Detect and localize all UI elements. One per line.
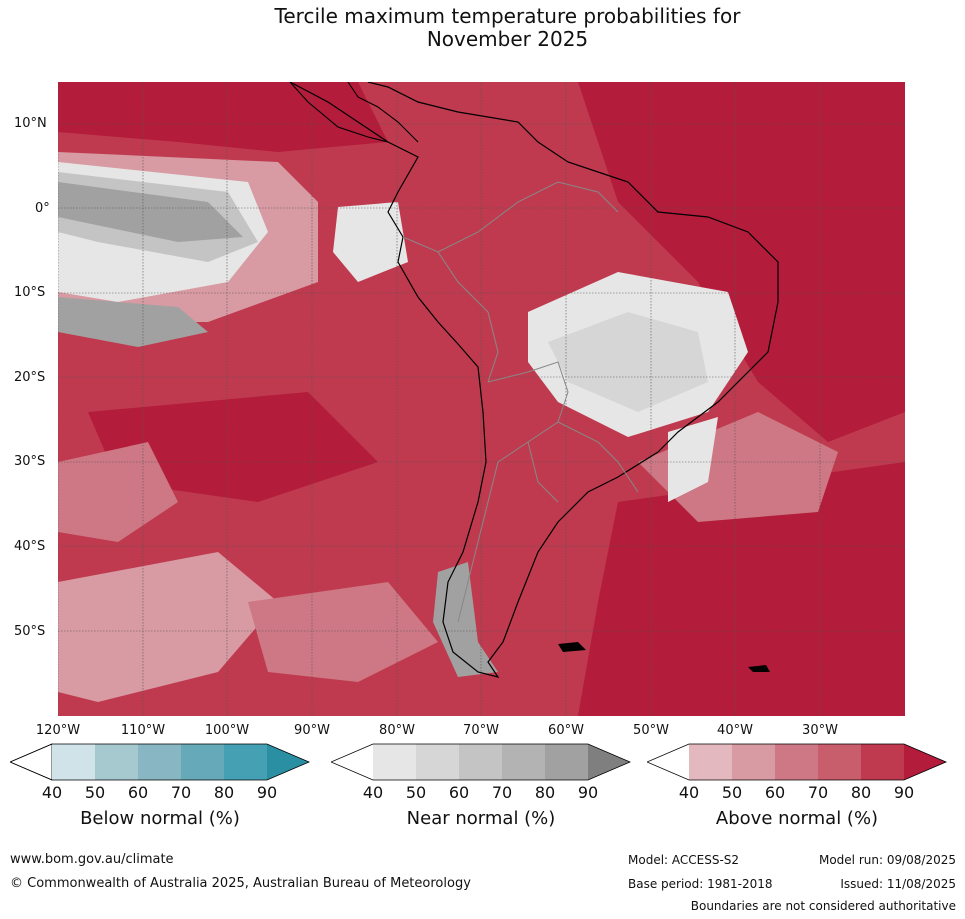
cbar-above-high-arrow: [904, 744, 946, 780]
map-svg: [58, 82, 905, 716]
lon-label-50w: 50°W: [633, 723, 669, 738]
cbar-below-tick-70: 70: [170, 783, 192, 802]
falkland-islands: [558, 642, 586, 652]
cbar-above-tick-80: 80: [850, 783, 872, 802]
cbar-below-outline: [10, 743, 310, 781]
lon-label-30w: 30°W: [802, 723, 838, 738]
lat-label-0: 0°: [35, 201, 50, 216]
cbar-below-tick-80: 80: [213, 783, 235, 802]
issued-date: Issued: 11/08/2025: [840, 877, 956, 891]
cbar-near-seg-1: [416, 744, 459, 780]
probability-map: [58, 82, 905, 716]
map-title: Tercile maximum temperature probabilitie…: [0, 5, 965, 51]
cbar-above-seg-3: [818, 744, 861, 780]
base-period: Base period: 1981-2018: [628, 877, 773, 891]
colorbar-below-normal: [10, 743, 310, 781]
boundaries-disclaimer: Boundaries are not considered authoritat…: [690, 899, 956, 913]
cbar-above-seg-2: [775, 744, 818, 780]
cbar-near-title: Near normal (%): [406, 808, 556, 829]
lon-label-60w: 60°W: [548, 723, 584, 738]
region-above-90-north-atlantic: [578, 82, 905, 442]
cbar-above-tick-50: 50: [721, 783, 743, 802]
colorbar-above-svg: [647, 743, 947, 781]
cbar-near-tick-70: 70: [491, 783, 513, 802]
lat-label-40s: 40°S: [14, 539, 46, 554]
region-above-60-b: [248, 582, 438, 682]
region-near-50-brazil: [548, 312, 708, 412]
lon-label-120w: 120°W: [35, 723, 81, 738]
colorbar-near-svg: [331, 743, 631, 781]
model-run-date: Model run: 09/08/2025: [818, 853, 956, 867]
cbar-above-title: Above normal (%): [715, 808, 879, 829]
cbar-near-outline: [331, 743, 631, 781]
cbar-near-tick-60: 60: [448, 783, 470, 802]
cbar-near-high-arrow: [588, 744, 630, 780]
lon-label-90w: 90°W: [294, 723, 330, 738]
graticule: [58, 82, 905, 716]
cbar-near-low-arrow: [331, 744, 373, 780]
south-georgia: [748, 665, 770, 672]
cbar-below-tick-60: 60: [127, 783, 149, 802]
colorbar-above-normal: [647, 743, 947, 781]
title-line-1: Tercile maximum temperature probabilitie…: [274, 4, 741, 28]
country-borders: [402, 181, 639, 623]
website-link[interactable]: www.bom.gov.au/climate: [10, 852, 174, 867]
cbar-above-seg-1: [732, 744, 775, 780]
cbar-near-seg-3: [502, 744, 545, 780]
cbar-near-tick-50: 50: [405, 783, 427, 802]
region-above-50-sw: [58, 552, 278, 702]
lat-label-20s: 20°S: [14, 370, 46, 385]
lat-label-10s: 10°S: [14, 285, 46, 300]
region-above-60-a: [58, 442, 178, 542]
lon-label-80w: 80°W: [379, 723, 415, 738]
cbar-near-tick-90: 90: [577, 783, 599, 802]
central-america-coastline: [289, 82, 419, 143]
colorbar-below-svg: [10, 743, 310, 781]
model-name: Model: ACCESS-S2: [628, 853, 740, 867]
cbar-below-seg-0: [52, 744, 95, 780]
cbar-below-seg-4: [224, 744, 267, 780]
cbar-below-tick-50: 50: [84, 783, 106, 802]
region-above-60-c: [638, 412, 838, 522]
region-above-90-south-atlantic: [578, 462, 905, 716]
lon-label-100w: 100°W: [204, 723, 250, 738]
copyright-text: © Commonwealth of Australia 2025, Austra…: [10, 876, 471, 891]
colorbar-near-normal: [331, 743, 631, 781]
region-near-80-pacific-b: [58, 297, 208, 347]
cbar-above-low-arrow: [647, 744, 689, 780]
cbar-below-high-arrow: [267, 744, 309, 780]
cbar-near-seg-0: [373, 744, 416, 780]
lat-label-10n: 10°N: [14, 116, 47, 131]
cbar-near-seg-4: [545, 744, 588, 780]
cbar-above-tick-90: 90: [893, 783, 915, 802]
south-america-coastline: [289, 82, 779, 678]
cbar-below-seg-3: [181, 744, 224, 780]
cbar-above-tick-70: 70: [807, 783, 829, 802]
cbar-below-tick-40: 40: [41, 783, 63, 802]
cbar-near-seg-2: [459, 744, 502, 780]
lat-label-50s: 50°S: [14, 624, 46, 639]
cbar-near-tick-80: 80: [534, 783, 556, 802]
cbar-above-seg-0: [689, 744, 732, 780]
cbar-near-tick-40: 40: [362, 783, 384, 802]
cbar-below-seg-1: [95, 744, 138, 780]
region-near-80-patagonia: [433, 562, 498, 677]
lat-label-30s: 30°S: [14, 454, 46, 469]
lon-label-40w: 40°W: [717, 723, 753, 738]
cbar-below-seg-2: [138, 744, 181, 780]
cbar-below-tick-90: 90: [256, 783, 278, 802]
cbar-below-low-arrow: [10, 743, 53, 781]
title-line-2: November 2025: [426, 27, 589, 51]
cbar-above-tick-60: 60: [764, 783, 786, 802]
lon-label-110w: 110°W: [120, 723, 166, 738]
cbar-above-tick-40: 40: [678, 783, 700, 802]
cbar-above-seg-4: [861, 744, 904, 780]
region-near-40-galapagos: [333, 202, 408, 282]
cbar-below-title: Below normal (%): [80, 808, 240, 829]
region-near-80-eq-pacific: [58, 182, 243, 242]
region-near-40-uruguay: [668, 417, 718, 502]
cbar-above-outline: [647, 743, 947, 781]
lon-label-70w: 70°W: [463, 723, 499, 738]
